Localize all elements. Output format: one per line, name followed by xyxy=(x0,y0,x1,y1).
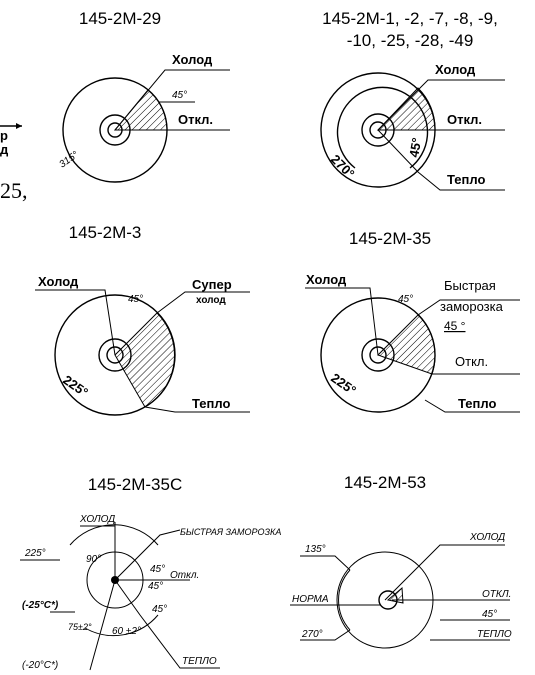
label: Быстрая xyxy=(444,278,496,293)
label: 225° xyxy=(328,370,359,398)
label: ХОЛОД xyxy=(79,514,115,525)
sector xyxy=(113,89,168,131)
label: ТЕПЛО xyxy=(182,656,217,667)
label: 225° xyxy=(60,372,91,400)
leader xyxy=(35,289,250,413)
dial-title: 145-2М-35С xyxy=(88,475,183,494)
label: ТЕПЛО xyxy=(477,629,512,640)
label: 45 ° xyxy=(444,319,466,333)
fragment-text: д xyxy=(0,142,9,157)
label: 135° xyxy=(305,544,326,555)
dial-title: 145-2М-35 xyxy=(349,229,431,248)
label: холод xyxy=(196,295,226,306)
label: 45° xyxy=(128,294,143,305)
fragment-text: р xyxy=(0,128,8,143)
label: Тепло xyxy=(447,172,485,187)
label: НОРМА xyxy=(292,594,329,605)
label: Откл. xyxy=(170,570,199,581)
label: ОТКЛ. xyxy=(482,589,511,600)
label: 45° xyxy=(406,137,424,159)
label: Тепло xyxy=(192,396,230,411)
label: Холод xyxy=(38,274,79,289)
label: 45° xyxy=(398,294,413,305)
label: 45° xyxy=(148,581,163,592)
label: 90° xyxy=(86,554,101,565)
label: (-25°C*) xyxy=(22,600,59,611)
dial-title: -10, -25, -28, -49 xyxy=(347,31,474,50)
label: 45° xyxy=(152,604,167,615)
label: Откл. xyxy=(178,112,213,127)
label: Откл. xyxy=(455,354,488,369)
label: 45° xyxy=(482,609,497,620)
dial: 145-2М-53 135° ХОЛОД НОРМА ОТКЛ. 45° ТЕП… xyxy=(290,473,512,649)
shaft xyxy=(361,338,395,372)
label: Холод xyxy=(172,52,213,67)
label: 45° xyxy=(172,90,187,101)
sector xyxy=(386,586,404,604)
dial: 145-2М-35 Холод 45° Быстрая заморозка 45… xyxy=(305,229,520,413)
label: Супер xyxy=(192,277,232,292)
dial-title: 145-2М-53 xyxy=(344,473,426,492)
leader xyxy=(377,79,505,191)
label: 75±2° xyxy=(68,622,92,632)
leader xyxy=(114,69,230,131)
label: 225° xyxy=(24,548,46,559)
shaft xyxy=(107,122,123,138)
dial: 145-2М-1, -2, -7, -8, -9, -10, -25, -28,… xyxy=(320,9,505,191)
dial: 145-2М-3 Холод 45° Супер холод 225° Тепл… xyxy=(35,223,250,416)
dial-title: 145-2М-29 xyxy=(79,9,161,28)
fragment-text: 25, xyxy=(0,178,28,203)
label: 315° xyxy=(57,150,80,171)
leader xyxy=(290,544,510,641)
label: (-20°C*) xyxy=(22,660,58,671)
label: 270° xyxy=(301,629,323,640)
label: 45° xyxy=(150,564,165,575)
arc xyxy=(336,86,429,169)
label: ХОЛОД xyxy=(469,532,505,543)
arrow-head xyxy=(16,123,22,129)
dial-title: 145-2М-1, -2, -7, -8, -9, xyxy=(322,9,498,28)
label: Откл. xyxy=(447,112,482,127)
label: Холод xyxy=(306,272,347,287)
shaft xyxy=(106,346,124,364)
label: БЫСТРАЯ ЗАМОРОЗКА xyxy=(180,527,281,537)
sector xyxy=(114,312,175,408)
arc xyxy=(338,569,351,631)
sector xyxy=(377,314,436,375)
shaft xyxy=(99,114,131,146)
dial-title: 145-2М-3 xyxy=(69,223,142,242)
label: заморозка xyxy=(440,299,504,314)
leader xyxy=(20,522,220,671)
label: 60 ±2° xyxy=(112,626,141,637)
shaft xyxy=(98,338,132,372)
dial: 145-2М-29 Холод 45° Откл. 315° xyxy=(57,9,230,183)
fragment: р д 25, xyxy=(0,123,28,203)
label: Тепло xyxy=(458,396,496,411)
label: 270° xyxy=(328,152,358,182)
dial: 145-2М-35С ХОЛОД БЫСТРАЯ ЗАМОРОЗКА 225° … xyxy=(20,475,281,671)
leader xyxy=(305,287,520,413)
shaft xyxy=(369,346,387,364)
label: Холод xyxy=(435,62,476,77)
